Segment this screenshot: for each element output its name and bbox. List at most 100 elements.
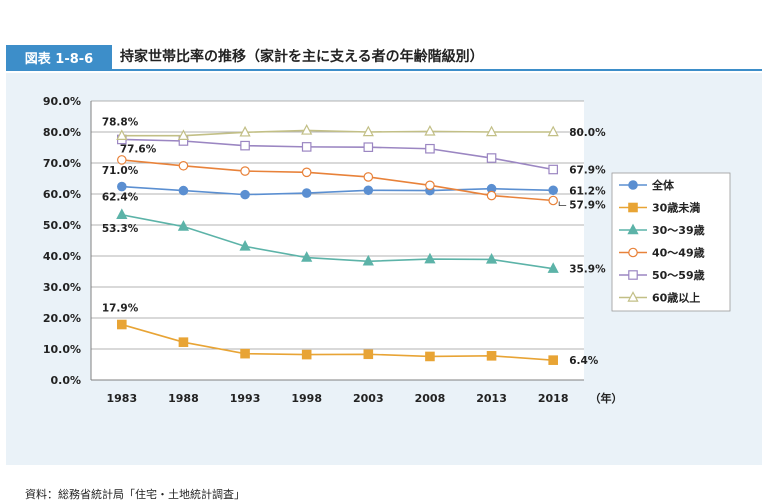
data-point — [486, 190, 497, 201]
data-point — [178, 160, 189, 171]
data-point — [547, 125, 559, 137]
data-point — [363, 185, 374, 196]
data-point — [301, 167, 312, 178]
y-tick-label: 80.0% — [43, 126, 81, 139]
data-label: 57.9% — [569, 200, 606, 212]
legend-item: 30～39歳 — [619, 223, 705, 237]
data-point — [301, 188, 312, 198]
data-label: 17.9% — [102, 303, 139, 315]
data-point — [486, 351, 497, 361]
data-point — [424, 252, 436, 264]
data-point — [178, 337, 189, 347]
series-6 — [116, 124, 559, 140]
data-label: 77.6% — [120, 143, 157, 155]
legend-marker — [628, 180, 638, 190]
legend: 全体 30歳未満 30～39歳 40～49歳 50～59歳 60歳以上 — [611, 172, 731, 312]
figure-number-badge: 図表 1-8-6 — [6, 45, 112, 69]
data-label: 61.2% — [569, 185, 606, 197]
y-tick-label: 10.0% — [43, 343, 81, 356]
legend-marker — [628, 247, 638, 258]
x-tick-label: 2008 — [415, 392, 446, 405]
legend-label: 50～59歳 — [652, 268, 705, 282]
title-underline — [6, 69, 762, 71]
series-4 — [117, 155, 558, 206]
data-point — [117, 319, 127, 330]
data-point — [548, 185, 558, 196]
data-point — [177, 129, 190, 140]
y-tick-label: 90.0% — [43, 95, 81, 108]
figure-title: 持家世帯比率の推移（家計を主に支える者の年齢階級別） — [120, 49, 484, 65]
data-point — [425, 143, 435, 154]
data-point — [362, 125, 374, 137]
legend-marker — [628, 202, 638, 213]
x-tick-label: 1998 — [291, 392, 322, 405]
legend-label: 30～39歳 — [652, 223, 705, 237]
figure-header: 図表 1-8-6 持家世帯比率の推移（家計を主に支える者の年齢階級別） — [0, 0, 762, 69]
y-tick-label: 70.0% — [43, 157, 81, 170]
legend-label: 30歳未満 — [652, 201, 700, 215]
data-point — [425, 351, 435, 362]
data-point — [363, 142, 374, 152]
leader-line — [558, 201, 567, 206]
legend-marker — [627, 291, 639, 302]
legend-item: 50～59歳 — [619, 268, 705, 282]
data-point — [301, 124, 313, 135]
data-point — [240, 348, 250, 359]
x-tick-label: 1983 — [107, 392, 138, 405]
data-label: 35.9% — [569, 264, 606, 276]
legend-item: 30歳未満 — [619, 201, 700, 215]
data-point — [239, 239, 251, 251]
data-point — [363, 349, 374, 360]
data-point — [363, 172, 374, 182]
legend-marker — [627, 223, 639, 235]
y-tick-label: 20.0% — [43, 312, 81, 325]
data-point — [485, 125, 498, 137]
series-line — [121, 213, 554, 270]
data-point — [548, 195, 558, 206]
legend-label: 60歳以上 — [652, 291, 700, 305]
legend-box — [611, 172, 731, 312]
data-label: 67.9% — [569, 165, 606, 177]
data-point — [301, 142, 312, 152]
x-tick-label: 2003 — [353, 392, 384, 405]
y-tick-label: 50.0% — [43, 219, 81, 232]
series-3 — [116, 208, 559, 273]
data-point — [239, 125, 251, 137]
legend-marker — [628, 270, 638, 280]
legend-item: 40～49歳 — [619, 246, 705, 260]
data-label: 71.0% — [102, 165, 139, 177]
legend-label: 全体 — [651, 178, 675, 192]
data-point — [301, 251, 313, 262]
data-point — [548, 164, 558, 175]
data-label: 78.8% — [102, 117, 139, 129]
legend-item: 全体 — [619, 178, 675, 192]
x-tick-label: 1988 — [168, 392, 199, 405]
series-line — [121, 138, 554, 171]
data-point — [117, 181, 127, 192]
data-label: 62.4% — [102, 192, 139, 204]
data-point — [362, 254, 374, 266]
series-line — [121, 185, 554, 196]
y-tick-label: 30.0% — [43, 281, 81, 294]
series-2 — [117, 319, 558, 365]
data-label: 6.4% — [569, 355, 599, 367]
data-point — [240, 189, 250, 200]
data-point — [116, 208, 128, 219]
data-point — [425, 180, 435, 191]
data-label: 80.0% — [569, 127, 606, 139]
data-point — [424, 124, 436, 136]
source-note: 資料：総務省統計局「住宅・土地統計調査」 — [25, 488, 245, 501]
series-line — [121, 159, 554, 202]
data-point — [117, 155, 127, 165]
data-point — [177, 220, 190, 231]
y-tick-label: 40.0% — [43, 250, 81, 263]
data-point — [240, 140, 250, 151]
data-point — [240, 166, 250, 176]
data-point — [485, 253, 498, 264]
series-line — [121, 323, 554, 361]
data-point — [178, 185, 189, 196]
data-point — [547, 262, 559, 273]
x-tick-label: 2013 — [476, 392, 507, 405]
x-axis-unit-label: （年） — [590, 391, 623, 405]
